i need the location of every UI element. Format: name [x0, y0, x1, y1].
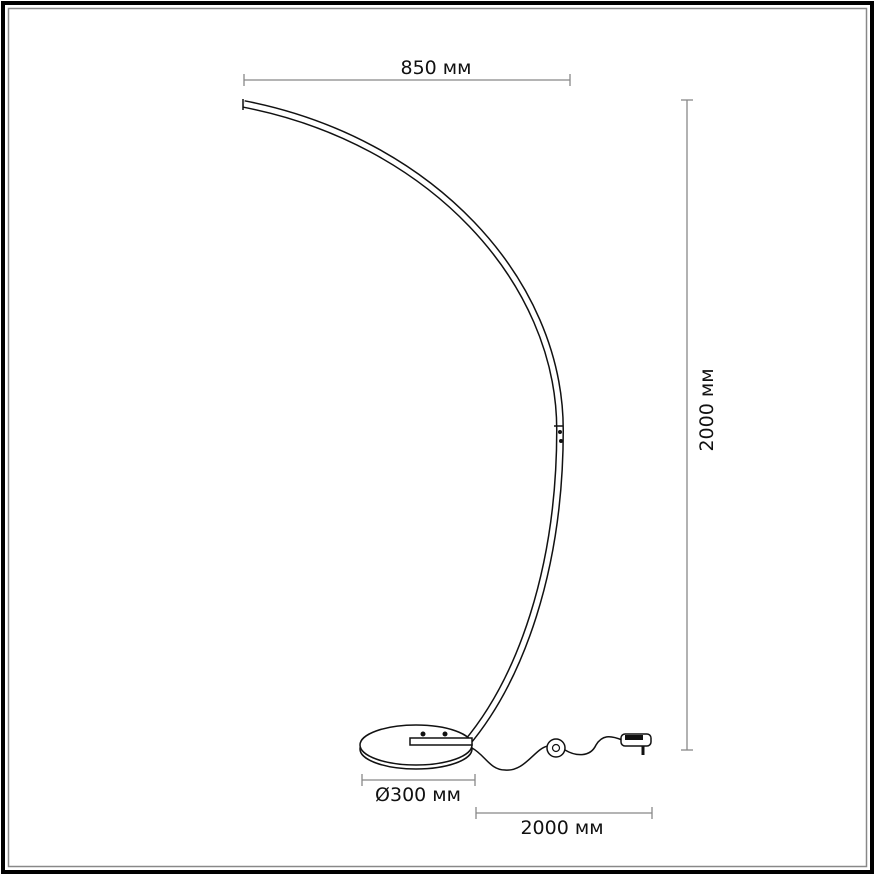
power-cable — [471, 733, 652, 771]
dimension-label-arc-width: 850 мм — [401, 57, 472, 79]
dimension-label-base-diameter: Ø300 мм — [375, 784, 461, 806]
dimension-label-height: 2000 мм — [696, 368, 718, 451]
dimension-cable-length — [475, 807, 653, 819]
plug-icon — [620, 733, 652, 755]
lamp-arc — [242, 99, 565, 747]
lamp-base — [359, 724, 473, 770]
dimension-base-diameter — [361, 774, 476, 786]
dimension-arc-width — [243, 74, 571, 86]
dimension-height — [681, 99, 693, 751]
dimension-label-cable-length: 2000 мм — [520, 817, 603, 839]
